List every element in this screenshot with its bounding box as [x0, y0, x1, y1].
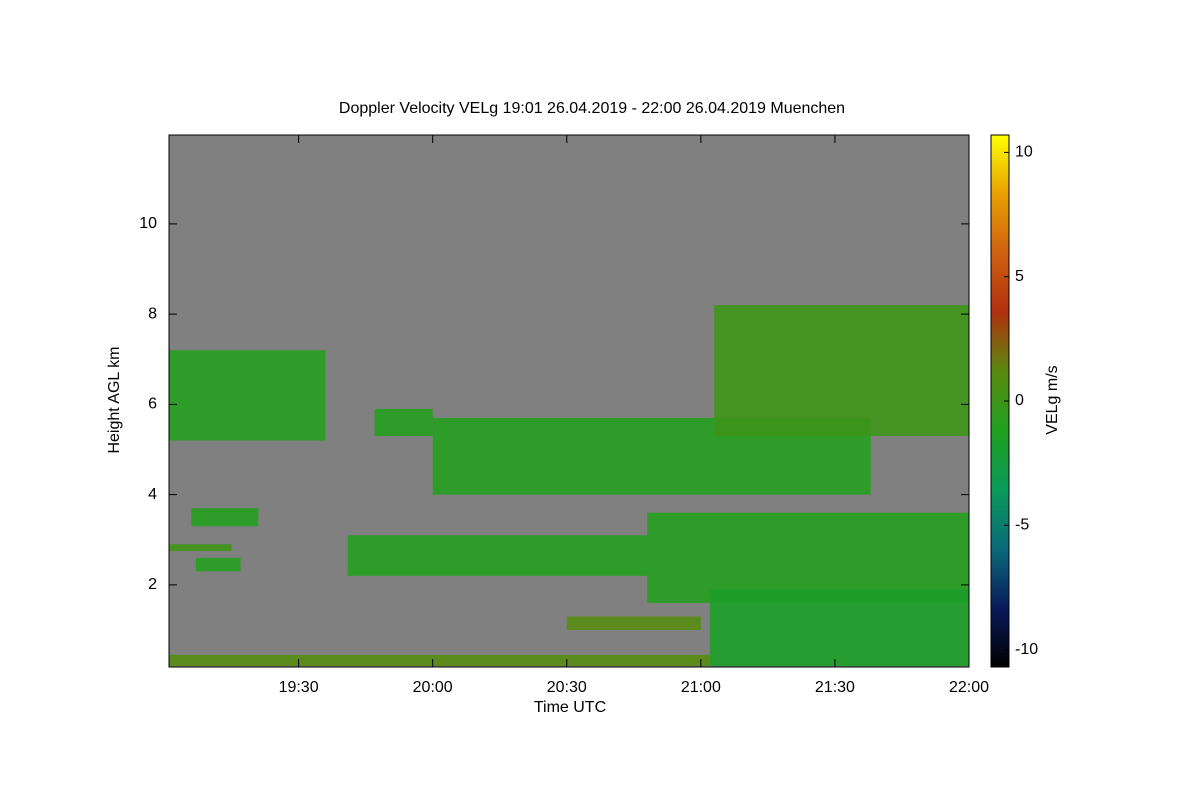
velocity-layer	[647, 512, 969, 603]
y-tick-label: 2	[148, 576, 157, 593]
x-axis-label: Time UTC	[534, 699, 606, 716]
velocity-layer	[169, 544, 232, 552]
velocity-layer	[347, 535, 648, 576]
velocity-layer	[169, 350, 326, 441]
velocity-layer	[195, 557, 241, 572]
chart-title: Doppler Velocity VELg 19:01 26.04.2019 -…	[339, 100, 845, 117]
velocity-layer	[191, 508, 259, 527]
colorbar-label: VELg m/s	[1044, 365, 1061, 434]
x-tick-label: 22:00	[949, 679, 989, 696]
y-tick-label: 6	[148, 396, 157, 413]
x-tick-label: 19:30	[279, 679, 319, 696]
colorbar-tick-label: -10	[1015, 641, 1038, 658]
x-tick-label: 20:00	[413, 679, 453, 696]
x-tick-label: 21:30	[815, 679, 855, 696]
colorbar-tick-label: 5	[1015, 268, 1024, 285]
y-tick-label: 4	[148, 486, 157, 503]
velocity-layer	[169, 654, 710, 667]
velocity-layer	[709, 589, 969, 667]
y-tick-label: 10	[139, 215, 157, 232]
velocity-layer	[566, 616, 701, 630]
x-tick-label: 20:30	[547, 679, 587, 696]
colorbar-tick-label: 10	[1015, 144, 1033, 161]
colorbar-tick-label: -5	[1015, 517, 1029, 534]
y-tick-label: 8	[148, 305, 157, 322]
plot-frame	[168, 134, 970, 668]
y-axis-label: Height AGL km	[106, 346, 123, 453]
colorbar-tick-label: 0	[1015, 392, 1024, 409]
velocity-layer	[374, 408, 433, 436]
x-tick-label: 21:00	[681, 679, 721, 696]
velocity-layer	[714, 305, 969, 436]
